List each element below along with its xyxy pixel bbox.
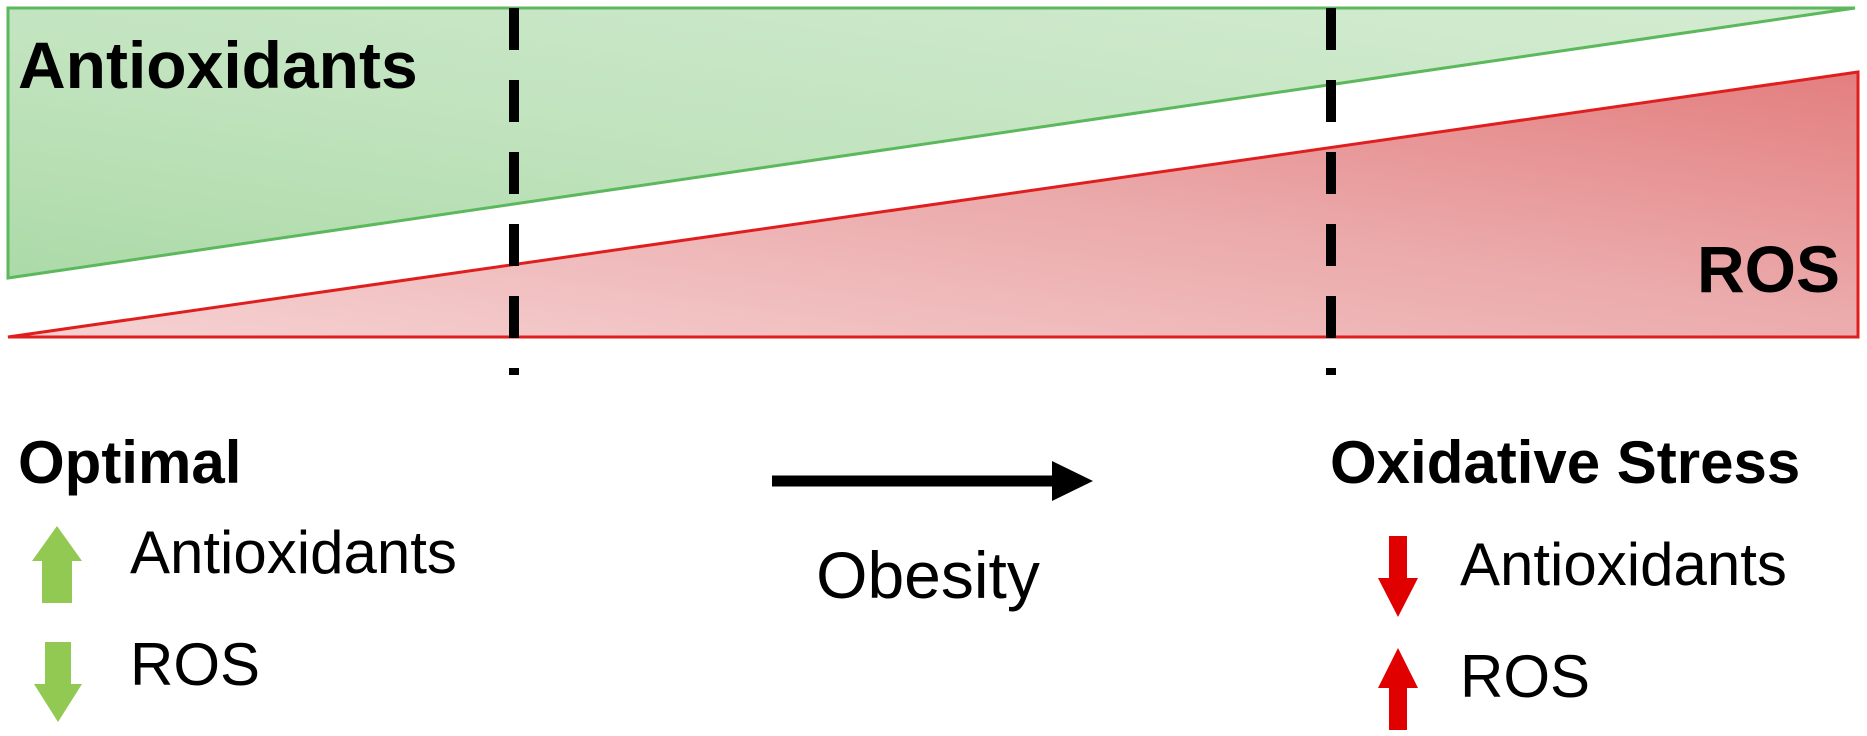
ros-wedge [7,70,1860,339]
arrow-up-icon [1378,648,1418,730]
optimal-title: Optimal [18,429,241,496]
antioxidants-wedge-label: Antioxidants [18,28,418,102]
arrow-right-icon [1052,461,1093,501]
optimal-antioxidants-label: Antioxidants [130,519,457,586]
arrow-up-icon [32,526,82,603]
ros-wedge-label: ROS [1697,232,1840,306]
antioxidants-wedge [6,6,1856,280]
oxidative-stress-ros-label: ROS [1460,643,1590,710]
obesity-label: Obesity [816,538,1040,612]
oxidative-stress-antioxidants-label: Antioxidants [1460,531,1787,598]
oxidative-stress-title: Oxidative Stress [1330,429,1800,496]
arrow-down-icon [34,642,82,722]
optimal-ros-label: ROS [130,631,260,698]
arrow-down-icon [1378,536,1418,617]
